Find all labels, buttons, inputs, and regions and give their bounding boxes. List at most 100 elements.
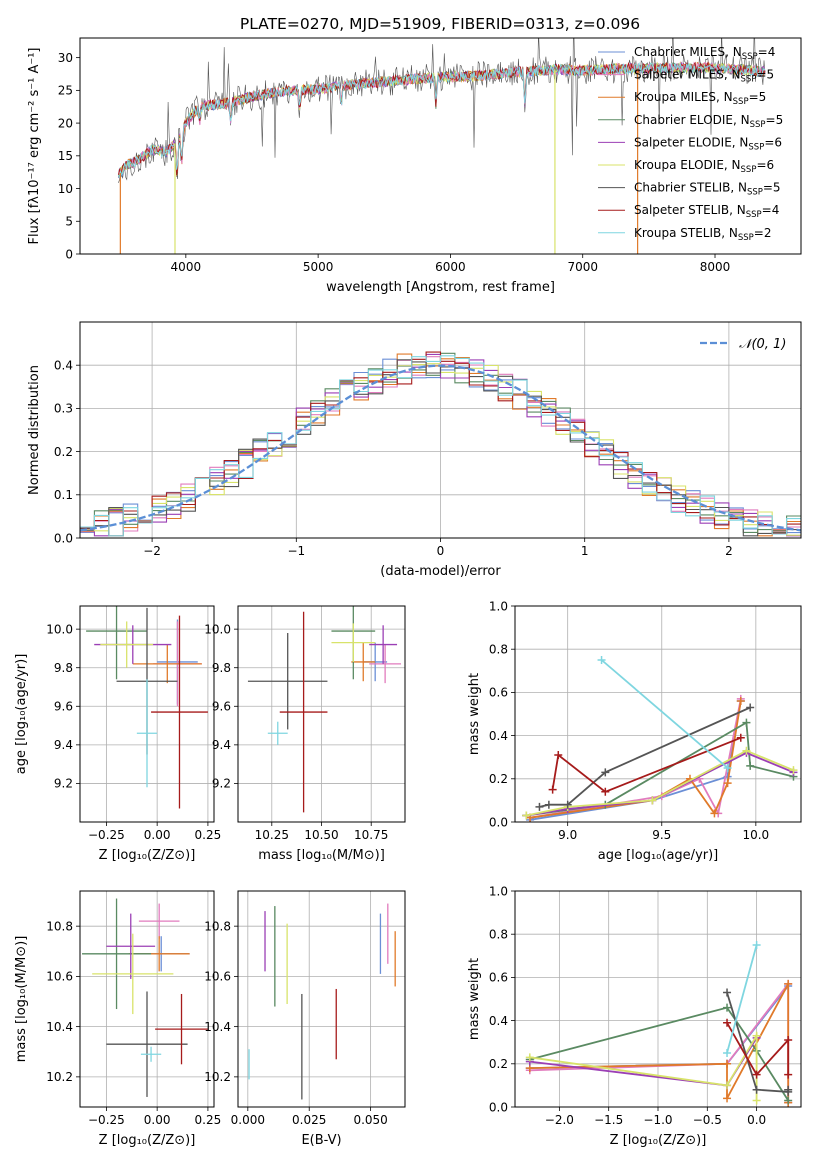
- y-tick-label: 0.3: [54, 402, 73, 416]
- series-marker: [752, 1085, 761, 1094]
- panel-age_vs_mass: 10.25 10.50 10.75 9.2 9.4 9.6 9.8 10.0 mass [log…: [204, 605, 406, 863]
- y-tick-label: 0.0: [54, 531, 73, 545]
- series-marker: [723, 1081, 732, 1090]
- series-marker: [601, 787, 610, 796]
- series-marker: [525, 1053, 534, 1062]
- x-tick-label: 0.0: [747, 1113, 766, 1127]
- axes-frame: [237, 890, 406, 1108]
- legend-label: Kroupa ELODIE, N: [634, 158, 741, 172]
- x-tick-label: −0.25: [88, 828, 125, 842]
- series-line-chabrier_stelib: [539, 706, 751, 808]
- legend-suffix: =5: [756, 68, 774, 82]
- x-tick-label: 1: [581, 544, 589, 558]
- series-line-salpeter_miles: [529, 981, 790, 1103]
- series-marker: [736, 733, 745, 742]
- legend-entry: Salpeter STELIB, NSSP=4: [634, 203, 779, 220]
- x-tick-label: 0.025: [292, 1113, 326, 1127]
- series-marker: [544, 800, 553, 809]
- spectrum-line-chabrier_stelib: [118, 38, 766, 183]
- legend-subscript: SSP: [741, 165, 757, 175]
- legend-entry: Chabrier STELIB, NSSP=5: [634, 181, 781, 198]
- axes-frame: [79, 605, 215, 823]
- series-marker: [746, 703, 755, 712]
- series-marker: [736, 697, 745, 706]
- legend-label: Chabrier STELIB, N: [634, 181, 747, 195]
- y-tick-label: 0.6: [489, 686, 508, 700]
- x-tick-label: −1: [287, 544, 305, 558]
- panel-mass_weight_vs_Z: −2.0 −1.5 −1.0 −0.5 0.0 0.0 0.2 0.4 0.6 0.8 1.0 Z […: [467, 884, 802, 1148]
- series-marker: [723, 1059, 732, 1068]
- legend-label: Kroupa STELIB, N: [634, 226, 738, 240]
- series-marker: [723, 1003, 732, 1012]
- x-tick-label: 0.00: [144, 828, 171, 842]
- legend-entry: Chabrier ELODIE, NSSP=5: [634, 113, 783, 130]
- series-marker: [742, 718, 751, 727]
- series-marker: [648, 796, 657, 805]
- y-tick-label: 15: [58, 149, 73, 163]
- x-axis-label: E(B-V): [301, 1133, 341, 1148]
- plot-area: [248, 903, 396, 1100]
- y-tick-label: 0.4: [54, 359, 73, 373]
- y-tick-label: 10: [58, 182, 73, 196]
- series-line-kroupa_miles: [529, 983, 790, 1103]
- x-tick-label: −0.5: [693, 1113, 722, 1127]
- series-line-kroupa_elodie: [529, 1032, 758, 1101]
- x-tick-label: 0.000: [231, 1113, 265, 1127]
- y-tick-label: 9.8: [212, 661, 231, 675]
- series-marker: [752, 1096, 761, 1105]
- y-tick-label: 25: [58, 84, 73, 98]
- figure-title: PLATE=0270, MJD=51909, FIBERID=0313, z=0…: [240, 15, 640, 33]
- series-marker: [548, 785, 557, 794]
- axes-frame: [79, 321, 802, 539]
- y-tick-label: 10.2: [204, 1070, 231, 1084]
- x-tick-label: 10.25: [255, 828, 289, 842]
- series-marker: [601, 768, 610, 777]
- legend-label: Salpeter STELIB, N: [634, 203, 746, 217]
- series-marker: [752, 1070, 761, 1079]
- legend-label: Chabrier MILES, N: [634, 45, 742, 59]
- axes-frame: [514, 605, 802, 823]
- x-tick-label: 2: [725, 544, 733, 558]
- series-line-salpeter_stelib: [551, 736, 742, 793]
- y-tick-label: 10.6: [204, 970, 231, 984]
- y-tick-label: 0.2: [54, 445, 73, 459]
- y-tick-label: 1.0: [489, 599, 508, 613]
- y-tick-label: 10.4: [46, 1020, 73, 1034]
- y-tick-label: 0.2: [489, 1057, 508, 1071]
- series-marker: [710, 809, 719, 818]
- panel-age_vs_Z: −0.25 0.00 0.25 9.2 9.4 9.6 9.8 10.0 Z [log₁₀(Z/…: [14, 605, 221, 863]
- y-axis-label: age [log₁₀(age/yr)]: [14, 654, 29, 775]
- x-tick-label: 10.0: [742, 828, 769, 842]
- x-tick-label: 10.50: [304, 828, 338, 842]
- legend-suffix: =5: [749, 90, 767, 104]
- legend-entry: Salpeter MILES, NSSP=5: [634, 68, 774, 85]
- spectrum-line-salpeter_stelib: [117, 60, 766, 176]
- y-tick-label: 0.0: [489, 815, 508, 829]
- y-tick-label: 9.4: [54, 738, 73, 752]
- panel-mass_vs_ebv: 0.000 0.025 0.050 10.2 10.4 10.6 10.8 E(B-V): [204, 890, 406, 1148]
- spectrum-line-kroupa_stelib: [117, 62, 766, 179]
- y-tick-label: 9.6: [212, 700, 231, 714]
- y-tick-label: 10.0: [46, 622, 73, 636]
- series-marker: [784, 1085, 793, 1094]
- x-tick-label: 9.0: [558, 828, 577, 842]
- y-axis-label: Normed distribution: [27, 365, 42, 495]
- x-axis-label: Z [log₁₀(Z/Z⊙)]: [99, 1133, 196, 1148]
- series-marker: [563, 800, 572, 809]
- y-tick-label: 0.0: [489, 1100, 508, 1114]
- panel-residual_histogram: −2 −1 0 1 2 0.0 0.1 0.2 0.3 0.4 (data-model)/error…: [27, 321, 802, 579]
- y-tick-label: 5: [65, 215, 73, 229]
- plot-area: [117, 38, 766, 254]
- series-marker: [522, 811, 531, 820]
- legend-label: Salpeter MILES, N: [634, 68, 741, 82]
- series-marker: [723, 1049, 732, 1057]
- legend-subscript: SSP: [738, 233, 754, 243]
- y-tick-label: 9.2: [54, 777, 73, 791]
- plot-area: [522, 656, 798, 822]
- gaussian-curve: [80, 364, 801, 532]
- y-tick-label: 0.8: [489, 928, 508, 942]
- legend-label: Kroupa MILES, N: [634, 90, 733, 104]
- panel-mass_vs_Z: −0.25 0.00 0.25 10.2 10.4 10.6 10.8 Z [log₁₀(Z/…: [14, 890, 221, 1148]
